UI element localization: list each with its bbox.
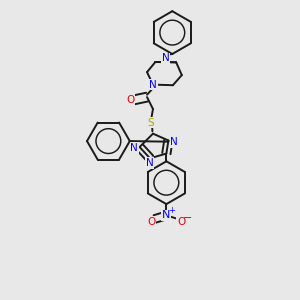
Text: N: N: [162, 53, 169, 64]
Text: N: N: [149, 80, 157, 90]
Text: +: +: [168, 206, 175, 215]
Text: −: −: [183, 213, 192, 224]
Text: S: S: [147, 118, 154, 128]
Text: O: O: [126, 95, 134, 105]
Text: N: N: [146, 158, 153, 168]
Text: O: O: [177, 217, 185, 227]
Text: O: O: [147, 217, 156, 227]
Text: N: N: [130, 143, 138, 153]
Text: N: N: [170, 137, 178, 147]
Text: N: N: [162, 210, 170, 220]
